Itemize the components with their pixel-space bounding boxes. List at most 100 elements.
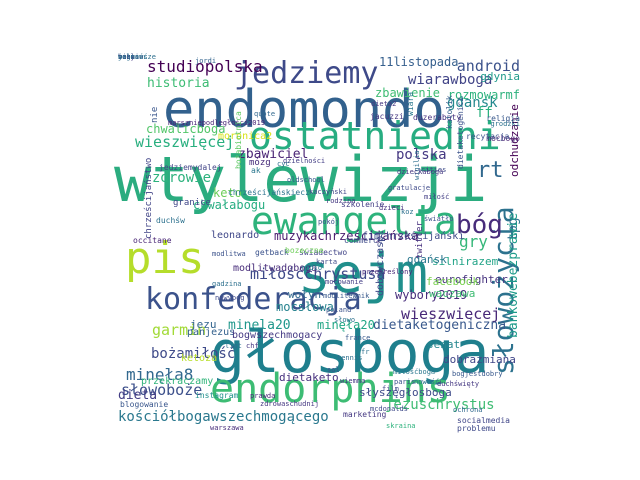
cloud-word: konfederacja	[145, 282, 362, 317]
cloud-word: bóg	[456, 210, 503, 240]
cloud-word: nowość	[414, 378, 440, 386]
cloud-word: tennis	[337, 354, 363, 362]
cloud-word: polska	[396, 147, 447, 163]
cloud-word: twitter	[415, 221, 425, 259]
cloud-word: noc	[118, 53, 131, 61]
cloud-word: ligt	[225, 342, 242, 350]
cloud-word: minęła8	[126, 365, 194, 384]
cloud-word: wtylewizji	[114, 143, 488, 216]
cloud-word: senat	[427, 338, 461, 351]
cloud-word: pokój	[318, 218, 340, 226]
cloud-word: miłość	[424, 193, 450, 201]
cloud-word: gadzina	[212, 280, 242, 288]
cloud-word: świadectwo	[299, 248, 348, 257]
cloud-word: studiopolska	[147, 57, 263, 76]
cloud-word: mcdonalds	[370, 405, 408, 413]
cloud-word: jedziemydalej	[159, 163, 222, 172]
cloud-word: religia	[486, 114, 520, 123]
cloud-word: rodzina	[326, 197, 356, 205]
cloud-word: chrześcijaństwo	[144, 157, 154, 239]
cloud-word: chrześcijańskiecz	[228, 188, 310, 197]
cloud-word: kościółbogawszechmogącego	[118, 409, 329, 425]
cloud-word: głosboga	[210, 318, 490, 386]
cloud-word: eurofighter	[435, 273, 508, 286]
cloud-word: film	[382, 385, 399, 393]
cloud-word: quote	[254, 110, 276, 118]
cloud-word: katolik	[445, 95, 454, 129]
cloud-word: nie	[150, 106, 160, 123]
cloud-word: wiarawboga	[408, 72, 493, 88]
cloud-word: blogowanie	[120, 400, 169, 409]
cloud-word: commerce	[344, 236, 383, 245]
cloud-word: endomondo	[163, 80, 445, 140]
cloud-word: cyc	[277, 160, 290, 168]
cloud-word: moronica2	[218, 131, 273, 142]
cloud-word: skraina	[386, 422, 416, 430]
cloud-word: getback	[255, 248, 289, 257]
cloud-word: dobrazmiana	[443, 353, 516, 366]
cloud-word: dieta	[118, 388, 158, 403]
cloud-word: dietaketogenicz	[456, 96, 465, 169]
cloud-word: szkolenie	[341, 200, 385, 209]
cloud-word: sejm	[298, 242, 429, 305]
cloud-word: instagram	[195, 391, 239, 400]
cloud-word: kaczyński	[309, 188, 347, 196]
cloud-word: ostatniedni	[249, 114, 501, 158]
cloud-word: bankowebezprawie	[506, 212, 520, 338]
cloud-word: chwalicboga	[146, 122, 226, 136]
cloud-word: muzykachrześcijańska	[274, 229, 419, 243]
cloud-word: gry	[459, 232, 488, 251]
cloud-word: dzieckaboga	[397, 168, 444, 176]
cloud-word: zbawienie	[375, 86, 441, 100]
cloud-word: modlitwadoboga	[233, 263, 318, 274]
cloud-word: nowybog	[215, 294, 245, 302]
cloud-word: bożabiotnica	[234, 111, 243, 169]
cloud-word: poland	[326, 306, 352, 314]
cloud-word: minela20	[228, 318, 291, 333]
cloud-word: mocowanie	[325, 278, 363, 286]
cloud-word: bogwszechmogacy	[232, 330, 323, 341]
cloud-word: problemu	[457, 424, 496, 433]
cloud-word: gratulacje	[388, 184, 431, 192]
cloud-word: dzielności	[283, 157, 326, 165]
cloud-word: pis	[125, 233, 205, 284]
cloud-word: leonardo	[211, 230, 260, 241]
cloud-word: biblia	[118, 53, 144, 61]
cloud-word: koz	[401, 208, 414, 216]
cloud-word: marszniepodległości2019	[168, 119, 265, 127]
cloud-word: modlitewnik	[323, 292, 370, 300]
cloud-word: chf	[246, 342, 259, 350]
cloud-word: ochrona	[453, 406, 483, 414]
cloud-word: panjezus	[187, 327, 236, 338]
cloud-word: radio	[301, 264, 323, 272]
cloud-word: bogzawsze	[118, 53, 156, 61]
cloud-word: rt	[477, 158, 504, 183]
cloud-word: bozeczne	[285, 246, 324, 255]
cloud-word: słowo	[334, 316, 356, 324]
cloud-word: szum	[118, 53, 135, 61]
cloud-word: ff	[476, 105, 493, 121]
cloud-word: android	[456, 57, 520, 75]
cloud-word: miłośćboga	[393, 368, 436, 376]
cloud-word: rozmowarmf	[447, 88, 520, 102]
cloud-word: mocbogo	[486, 134, 520, 143]
cloud-word: modlitwa	[212, 250, 246, 258]
cloud-word: zdrowaschudnij	[260, 400, 320, 408]
cloud-word: paris	[394, 378, 416, 386]
cloud-word: ewangelia	[251, 199, 457, 243]
cloud-word: przekraczamy	[141, 376, 214, 387]
cloud-word: wolność	[118, 53, 148, 61]
cloud-word: oldschool	[287, 176, 325, 184]
cloud-word: facebook	[426, 275, 479, 288]
cloud-word: prawda	[250, 392, 276, 400]
cloud-word: keto	[213, 186, 242, 200]
cloud-word: wiemma	[340, 377, 366, 385]
cloud-word: jordi	[195, 57, 217, 65]
cloud-word: jacuzzi	[370, 112, 404, 121]
cloud-word: granice	[173, 198, 211, 208]
cloud-word: zdrowie	[152, 170, 212, 186]
cloud-word: gdynia	[480, 70, 520, 83]
cloud-word: dzieci	[379, 204, 405, 212]
cloud-word: słowoboże	[121, 381, 203, 399]
cloud-word: france	[345, 334, 371, 342]
